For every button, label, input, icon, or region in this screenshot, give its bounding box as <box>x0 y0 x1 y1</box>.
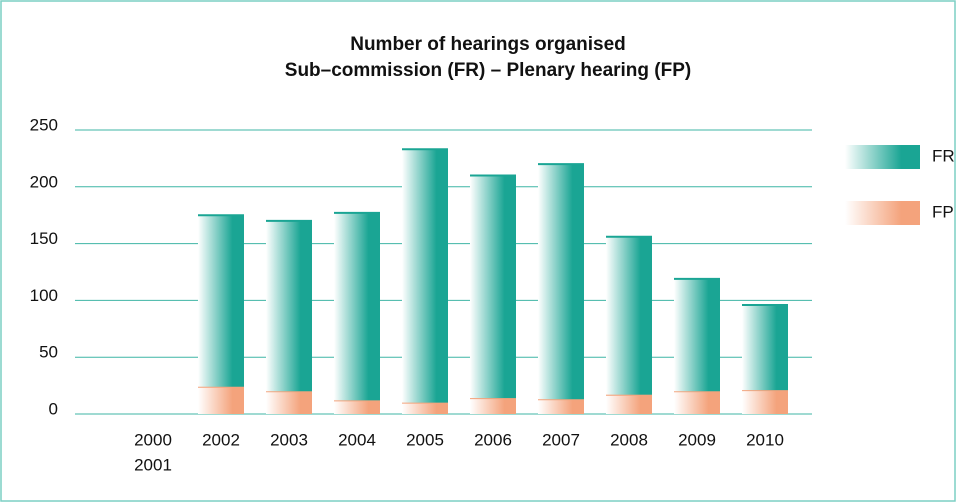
bar-segment <box>606 236 652 395</box>
x-tick-label: 2010 <box>746 430 784 449</box>
legend-swatch <box>845 201 920 225</box>
x-tick-label: 2000 <box>134 430 172 449</box>
bar-segment <box>674 278 720 392</box>
legend-label: FR <box>932 146 955 165</box>
bar-segment <box>402 149 448 403</box>
bar-segment <box>334 212 380 401</box>
bar-segment <box>606 394 652 414</box>
x-tick-label: 2008 <box>610 430 648 449</box>
y-tick-label: 150 <box>30 229 58 248</box>
y-tick-label: 50 <box>39 343 58 362</box>
bar-segment <box>198 386 244 414</box>
bar-segment <box>198 215 244 387</box>
y-tick-label: 100 <box>30 286 58 305</box>
x-tick-label: 2004 <box>338 430 376 449</box>
legend-swatch <box>845 145 920 169</box>
bar-segment <box>742 390 788 414</box>
bar-segment <box>334 400 380 414</box>
x-tick-label: 2003 <box>270 430 308 449</box>
y-tick-label: 200 <box>30 172 58 191</box>
bar-segment <box>402 402 448 414</box>
bar-segment <box>470 398 516 414</box>
bar-segment <box>470 175 516 399</box>
bar-segment <box>674 391 720 414</box>
bar-segment <box>538 164 584 400</box>
y-tick-label: 250 <box>30 115 58 134</box>
x-tick-label: 2002 <box>202 430 240 449</box>
x-tick-label: 2009 <box>678 430 716 449</box>
x-tick-label: 2006 <box>474 430 512 449</box>
y-tick-label: 0 <box>49 399 58 418</box>
x-tick-label: 2005 <box>406 430 444 449</box>
x-tick-label: 2001 <box>134 455 172 474</box>
bar-segment <box>266 391 312 414</box>
bar-segment <box>742 304 788 391</box>
legend-label: FP <box>932 202 954 221</box>
x-tick-label: 2007 <box>542 430 580 449</box>
chart-subtitle: Sub–commission (FR) – Plenary hearing (F… <box>285 60 691 81</box>
bar-segment <box>266 220 312 392</box>
chart-title: Number of hearings organised <box>350 34 626 55</box>
bar-segment <box>538 399 584 414</box>
